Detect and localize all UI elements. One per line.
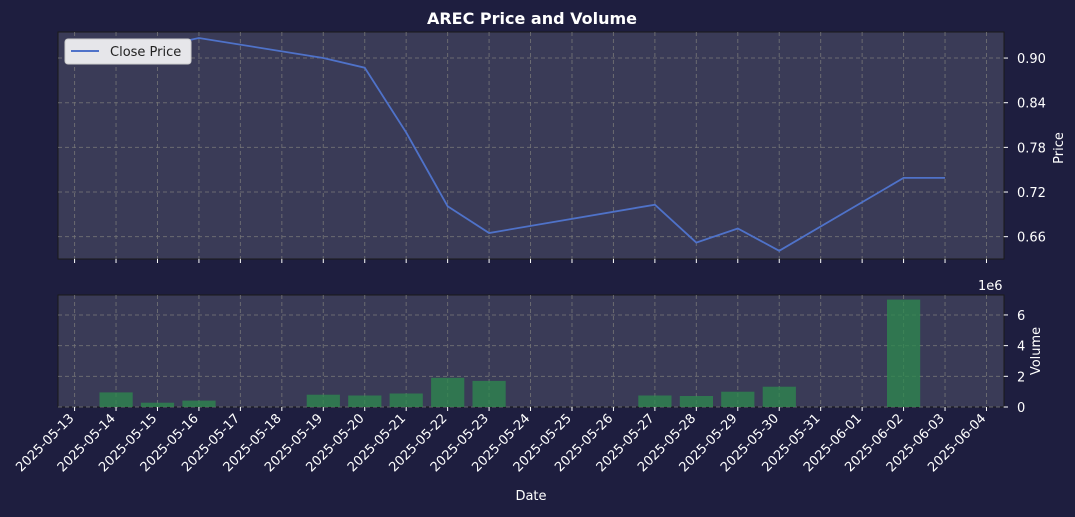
volume-y-tick-label: 2 [1017, 370, 1025, 385]
volume-bar [680, 396, 713, 407]
price-y-tick-label: 0.78 [1017, 141, 1046, 156]
price-y-tick-label: 0.66 [1017, 231, 1046, 246]
volume-bar [638, 396, 671, 408]
price-panel: 0.66 0.72 0.78 0.84 0.90 Price Close Price [58, 32, 1067, 263]
volume-bar [887, 300, 920, 407]
volume-bar [721, 392, 754, 407]
volume-panel: 0 2 4 6 2025-05-132025-05-142025-05-152025-… [13, 279, 1044, 475]
volume-bar [473, 381, 506, 407]
volume-bar [100, 392, 133, 407]
price-y-tick-label: 0.72 [1017, 186, 1046, 201]
price-legend: Close Price [65, 39, 191, 64]
price-y-ticks: 0.66 0.72 0.78 0.84 0.90 [1004, 52, 1046, 246]
volume-bar [182, 401, 215, 407]
price-x-tick-marks [75, 259, 987, 263]
volume-y-tick-label: 4 [1017, 340, 1025, 355]
price-y-tick-label: 0.84 [1017, 97, 1046, 112]
volume-bar [763, 387, 796, 407]
volume-y-tick-label: 6 [1017, 309, 1025, 324]
x-axis-ticks: 2025-05-132025-05-142025-05-152025-05-16… [13, 407, 989, 475]
volume-y-tick-label: 0 [1017, 401, 1025, 416]
volume-bar [390, 394, 423, 408]
price-y-tick-label: 0.90 [1017, 52, 1046, 67]
volume-bar [307, 395, 340, 407]
volume-bar [348, 396, 381, 408]
volume-bar [141, 403, 174, 407]
price-y-axis-label: Price [1052, 132, 1067, 164]
volume-y-axis-label: Volume [1029, 327, 1044, 375]
chart-title: AREC Price and Volume [427, 9, 637, 28]
legend-label-close-price: Close Price [110, 45, 181, 60]
volume-scale-label: 1e6 [978, 279, 1003, 294]
x-axis-label: Date [515, 489, 546, 504]
volume-bar [431, 378, 464, 407]
volume-y-ticks: 0 2 4 6 [1004, 309, 1025, 416]
